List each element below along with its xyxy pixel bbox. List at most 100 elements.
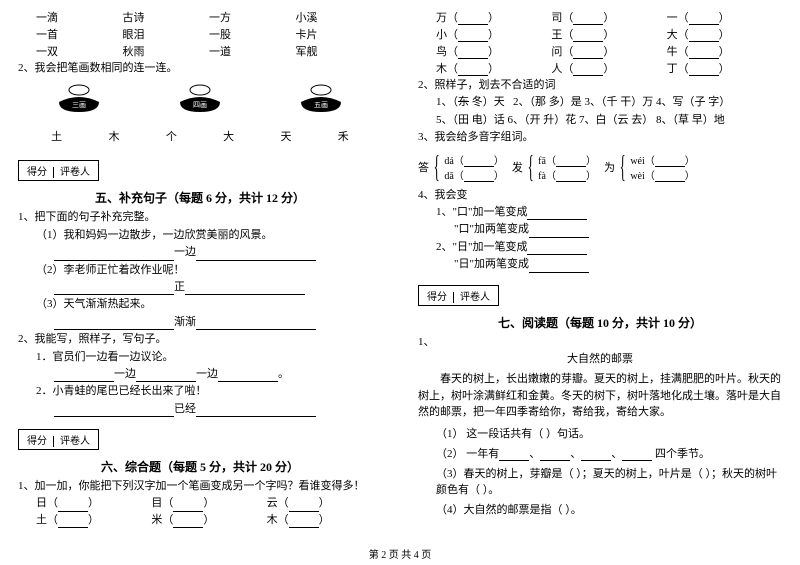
char: 个 [166,128,177,144]
s7-q1-1[interactable]: （1） 这一段话共有（ ）句话。 [418,425,782,441]
score-label: 得分 [27,167,54,178]
grader-label: 评卷人 [460,292,490,303]
char: ） [319,514,330,526]
top-row[interactable]: 鸟（）问（）牛（） [436,43,782,59]
s5-q1-3: （3）天气渐渐热起来。 [18,297,382,312]
char: ） [203,514,214,526]
s6-q3: 3、我会给多音字组词。 [418,130,782,145]
brace-icon: { [527,157,533,176]
char: 云（ [267,497,289,509]
fill-line[interactable]: 已经 [18,402,382,417]
stamps-row: 三画 四画 五画 [18,82,382,118]
t: 四个季节。 [655,448,710,460]
s6-chars-row2[interactable]: 土（ ） 米（ ） 木（ ） [18,513,382,528]
label: 已经 [174,403,196,415]
s6-q2-line2: 5、（田 电）话 6、（开 升）花 7、白（云 去） 8、（草 早）地 [418,113,782,128]
mw: 一股 [209,26,296,42]
mw: 卡片 [296,26,383,42]
char: ） [319,497,330,509]
mw: 一方 [209,9,296,25]
mw: 眼泪 [123,26,210,42]
s7-q1-4[interactable]: （4）大自然的邮票是指（ ）。 [418,501,782,517]
s5-q2: 2、我能写，照样子，写句子。 [18,332,382,347]
char: 米（ [151,514,173,526]
stamp-label: 五画 [314,101,328,109]
t: 2、"日"加一笔变成 [436,241,527,253]
label: 正 [174,281,185,293]
stamp-label: 四画 [193,101,207,109]
t: 冬）天 [469,96,505,108]
char: ） [88,514,99,526]
char: 土（ [36,514,58,526]
q4-line[interactable]: 2、"日"加一笔变成 [418,240,782,255]
fill-line[interactable]: 正 [18,280,382,295]
s5-q1-2: （2）李老师正忙着改作业呢！ [18,263,382,278]
s6-q2: 2、照样子，划去不合适的词 [418,78,782,93]
brace-icon: { [620,157,626,176]
brace-container: 答{dá（）dā（）发{fā（）fà（）为{wéi（）wèi（） [418,152,782,182]
mw: 一双 [36,43,123,59]
score-box: 得分评卷人 [418,285,499,306]
fill-line[interactable]: 一边一边。 [18,367,382,382]
grader-label: 评卷人 [60,167,90,178]
stamp-icon: 五画 [296,82,346,118]
passage-title: 大自然的邮票 [418,352,782,367]
chars-row: 土 木 个 大 天 禾 [28,128,372,144]
top-row[interactable]: 木（）人（）丁（） [436,60,782,76]
top-row[interactable]: 万（）司（）一（） [436,9,782,25]
t: 1、（ [436,96,458,108]
struck: 东 [458,96,469,108]
section6-title: 六、综合题（每题 5 分，共计 20 分） [18,458,382,475]
brace-label: 发 [512,159,523,175]
mw: 一道 [209,43,296,59]
s5-q1-1: （1）我和妈妈一边散步，一边欣赏美丽的风景。 [18,228,382,243]
label: 一边 [196,368,218,380]
mw: 古诗 [123,9,210,25]
s6-q4: 4、我会变 [418,188,782,203]
page-footer: 第 2 页 共 4 页 [0,546,800,561]
char: ） [203,497,214,509]
char: 木 [108,128,119,144]
label: 一边 [114,368,136,380]
score-box: 得分评卷人 [18,429,99,450]
t: 2、（那 多）是 3、（千 干）万 4、写（子 字） [513,96,730,108]
label: 一边 [174,246,196,258]
mw: 一滴 [36,9,123,25]
q4-line[interactable]: "日"加两笔变成 [418,257,782,272]
s5-q2-1: 1．官员们一边看一边议论。 [18,350,382,365]
mw: 秋雨 [123,43,210,59]
char: 大 [223,128,234,144]
s7-q1-3[interactable]: （3）春天的树上，芽瓣是（ ）；夏天的树上，叶片是（ ）；秋天的树叶颜色有（ ）… [418,465,782,497]
s7-q1-2[interactable]: （2） 一年有、、、 四个季节。 [418,445,782,461]
fill-line[interactable]: 渐渐 [18,315,382,330]
s5-q1: 1、把下面的句子补充完整。 [18,210,382,225]
score-label: 得分 [27,436,54,447]
q4-line[interactable]: 1、"口"加一笔变成 [418,205,782,220]
t: 1、"口"加一笔变成 [436,206,527,218]
char: 木（ [267,514,289,526]
stamp-label: 三画 [72,101,86,109]
fill-line[interactable]: 一边 [18,245,382,260]
passage: 春天的树上，长出嫩嫩的芽瓣。夏天的树上，挂满肥肥的叶片。秋天的树上，树叶涂满鲜红… [418,371,782,421]
label: 渐渐 [174,316,196,328]
score-box: 得分评卷人 [18,160,99,181]
top-row[interactable]: 小（）王（）大（） [436,26,782,42]
score-label: 得分 [427,292,454,303]
stamp-icon: 四画 [175,82,225,118]
t: "口"加两笔变成 [454,223,529,235]
mw: 一首 [36,26,123,42]
s7-q1: 1、 [418,335,782,350]
s6-q2-example: 1、（东 冬）天 2、（那 多）是 3、（千 干）万 4、写（子 字） [418,95,782,110]
char: 目（ [151,497,173,509]
char: 日（ [36,497,58,509]
char: 禾 [338,128,349,144]
q4-line[interactable]: "口"加两笔变成 [418,222,782,237]
char: ） [88,497,99,509]
s6-chars-row1[interactable]: 日（ ） 目（ ） 云（ ） [18,496,382,511]
section7-title: 七、阅读题（每题 10 分，共计 10 分） [418,314,782,331]
brace-label: 为 [604,159,615,175]
q2-text: 2、我会把笔画数相同的连一连。 [18,61,382,76]
brace-icon: { [434,157,440,176]
t: "日"加两笔变成 [454,258,529,270]
t: （2） 一年有 [436,448,499,460]
